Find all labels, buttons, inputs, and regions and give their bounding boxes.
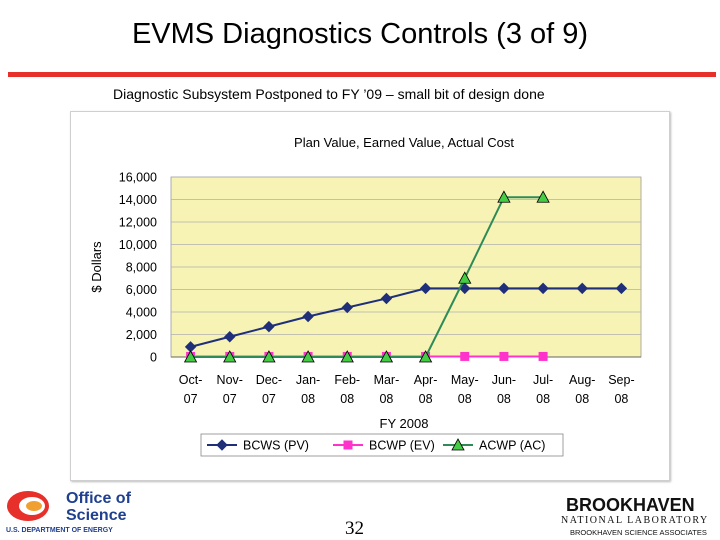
x-tick-label-year: 08 [497,392,511,406]
doe-logo-line3: U.S. DEPARTMENT OF ENERGY [6,527,113,534]
data-point-acwp [262,350,276,363]
bnl-logo-line1: BROOKHAVEN [566,495,695,515]
doe-logo-line2: Science [66,507,127,524]
y-tick-label: 12,000 [119,216,157,230]
data-point-acwp [340,350,354,363]
x-tick-label-month: Dec- [256,373,282,387]
legend-label-acwp: ACWP (AC) [479,439,545,453]
y-tick-label: 10,000 [119,238,157,252]
data-point-bcwp [538,351,548,361]
data-point-acwp [418,350,433,363]
y-axis-label: $ Dollars [89,241,104,293]
y-tick-label: 0 [150,351,157,365]
data-point-bcws [498,282,510,295]
legend-marker-acwp [451,438,465,451]
data-point-acwp [223,350,237,363]
legend-marker-bcws [216,439,228,451]
x-tick-label-month: Feb- [334,373,360,387]
slide-subtitle: Diagnostic Subsystem Postponed to FY ’09… [113,86,545,102]
x-tick-label-year: 07 [223,392,237,406]
y-tick-label: 2,000 [126,328,157,342]
x-tick-label-month: Oct- [179,373,203,387]
legend-label-bcwp: BCWP (EV) [369,439,435,453]
x-axis-label: FY 2008 [380,416,429,431]
x-tick-label-month: Jul- [533,373,553,387]
page-number: 32 [345,518,364,539]
data-point-bcws [302,310,314,323]
x-tick-label-month: Aug- [569,373,595,387]
title-divider [8,72,716,77]
x-tick-label-year: 08 [419,392,433,406]
data-point-bcws [341,301,353,314]
slide-title: EVMS Diagnostics Controls (3 of 9) [131,18,589,50]
x-tick-label-year: 08 [536,392,550,406]
x-tick-label-month: Mar- [374,373,400,387]
data-point-bcwp [460,351,470,361]
x-tick-label-month: Jan- [296,373,320,387]
series-line-bcws [190,287,622,348]
x-tick-label-month: Sep- [608,373,634,387]
y-tick-label: 8,000 [126,261,157,275]
data-point-bcws [537,282,549,295]
data-point-acwp [497,190,511,203]
chart-title: Plan Value, Earned Value, Actual Cost [294,135,514,150]
data-point-bcwp [499,351,509,361]
y-tick-label: 6,000 [126,283,157,297]
x-tick-label-month: Nov- [217,373,243,387]
data-point-bcws [263,320,275,333]
doe-office-of-science-logo: Office of Science U.S. DEPARTMENT OF ENE… [6,490,132,534]
x-tick-label-year: 08 [614,392,628,406]
bnl-logo-line3: BROOKHAVEN SCIENCE ASSOCIATES [570,528,707,537]
x-tick-label-year: 08 [340,392,354,406]
x-tick-label-month: Jun- [492,373,516,387]
y-tick-label: 14,000 [119,193,157,207]
data-point-bcws [615,282,628,295]
data-point-bcws [576,282,588,295]
legend-box [200,433,564,457]
line-chart: Plan Value, Earned Value, Actual Cost 0 2,… [89,135,642,457]
x-tick-label-year: 08 [301,392,315,406]
data-point-acwp [458,271,472,284]
data-point-acwp [183,350,198,363]
x-tick-label-year: 07 [262,392,276,406]
x-tick-label-month: Apr- [414,373,438,387]
y-tick-label: 16,000 [119,171,157,185]
brookhaven-logo: BROOKHAVEN NATIONAL LABORATORY BROOKHAVE… [561,495,709,537]
doe-logo-line1: Office of [66,490,132,507]
bnl-logo-line2: NATIONAL LABORATORY [561,515,709,526]
y-tick-label: 4,000 [126,306,157,320]
data-point-acwp [379,350,394,363]
x-tick-label-year: 08 [379,392,393,406]
data-point-bcws [419,282,432,295]
x-tick-label-year: 08 [575,392,589,406]
data-point-bcws [380,292,393,305]
x-tick-label-year: 07 [184,392,198,406]
chart-frame: Plan Value, Earned Value, Actual Cost 0 2,… [70,111,670,481]
data-point-acwp [301,350,315,363]
legend-marker-bcwp [343,440,353,450]
series-line-acwp [190,196,544,358]
x-tick-label-month: May- [451,373,479,387]
legend-label-bcws: BCWS (PV) [243,439,309,453]
data-point-bcws [224,331,236,343]
data-point-acwp [536,190,550,203]
x-tick-label-year: 08 [458,392,472,406]
